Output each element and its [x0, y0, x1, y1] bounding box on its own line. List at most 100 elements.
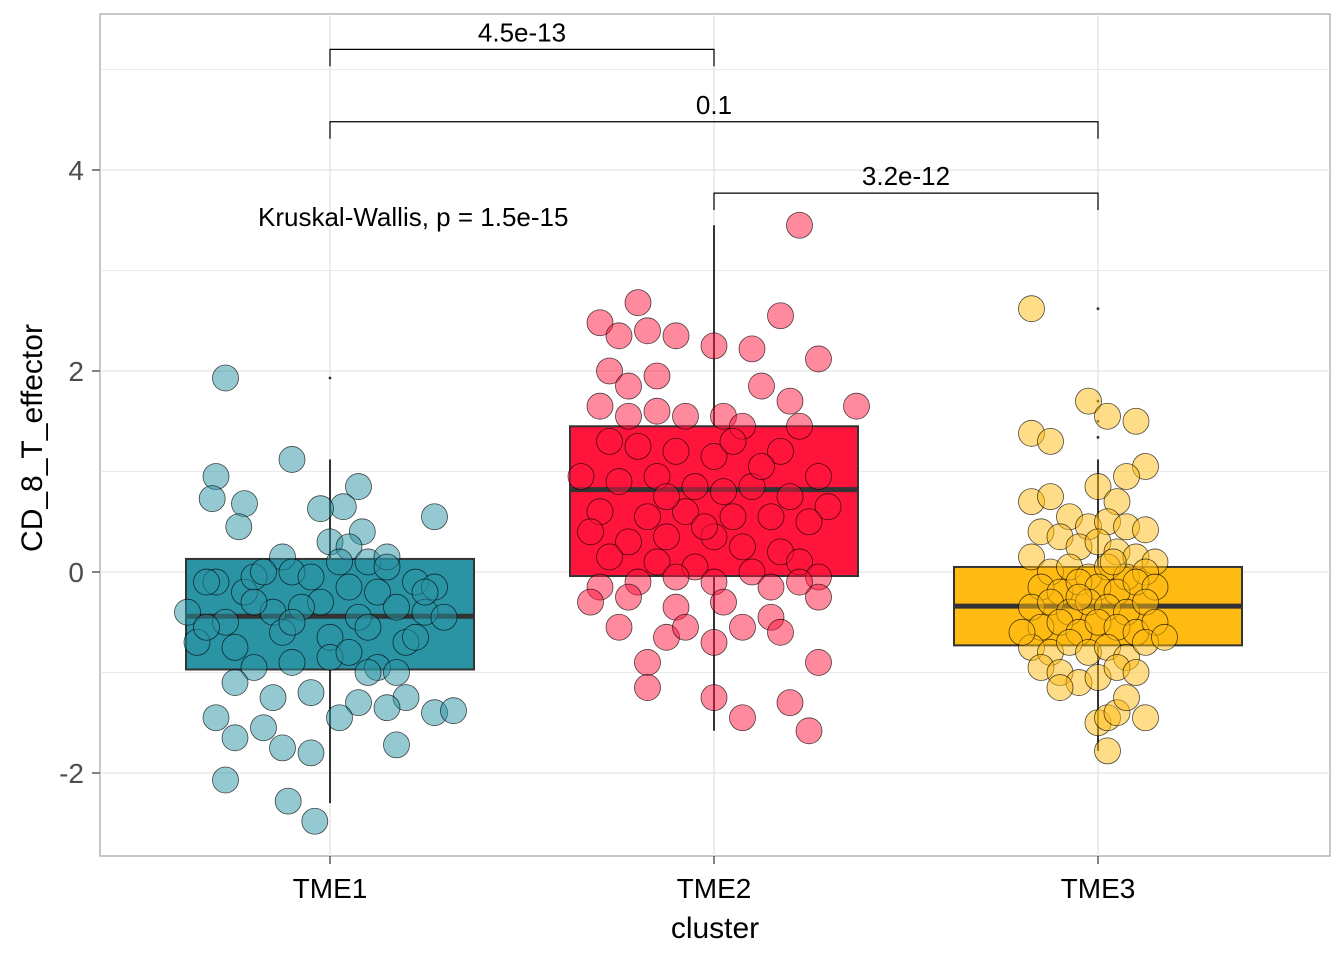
- comparison-bracket: [329, 121, 1099, 139]
- point-tme2: [710, 478, 737, 506]
- point-tme1: [278, 446, 306, 473]
- point-tme1: [430, 603, 458, 631]
- point-tme3: [1122, 659, 1150, 686]
- point-tme1: [198, 485, 226, 513]
- point-tme2: [605, 613, 633, 641]
- point-tme3: [1075, 387, 1102, 415]
- point-tme1: [193, 613, 220, 641]
- point-tme3: [1065, 583, 1093, 611]
- point-tme2: [615, 402, 642, 430]
- y-tick-label: -2: [59, 758, 84, 789]
- point-tme2: [653, 523, 680, 551]
- point-tme2: [738, 335, 766, 363]
- point-tme2: [662, 322, 690, 350]
- point-tme2: [643, 362, 671, 390]
- point-tme2: [634, 317, 661, 345]
- point-tme2: [662, 437, 690, 465]
- point-tme3: [1151, 623, 1178, 651]
- point-tme1: [221, 724, 249, 752]
- point-tme1: [373, 553, 401, 581]
- point-tme2: [586, 309, 614, 337]
- point-tme2: [672, 498, 699, 526]
- point-tme2: [710, 588, 737, 616]
- point-tme2: [605, 322, 633, 350]
- point-tme2: [719, 503, 747, 531]
- point-tme2: [738, 558, 766, 586]
- point-tme2: [757, 503, 785, 531]
- point-tme1: [307, 495, 334, 523]
- point-tme1: [269, 734, 296, 762]
- point-tme2: [748, 453, 775, 480]
- point-tme2: [719, 427, 747, 455]
- point-tme2: [767, 302, 794, 330]
- point-tme3: [1046, 674, 1074, 701]
- point-tme2: [577, 588, 604, 616]
- point-tme2: [776, 483, 804, 511]
- comparison-brackets: 4.5e-13 0.1 3.2e-12: [329, 17, 1099, 211]
- point-tme1: [345, 689, 372, 717]
- point-tme3: [1113, 463, 1140, 490]
- point-tme1: [231, 490, 258, 518]
- point-tme2: [700, 628, 728, 656]
- point-tme2: [776, 689, 804, 717]
- point-tme1: [259, 684, 287, 712]
- point-tme1: [240, 588, 268, 616]
- point-tme3: [1122, 407, 1150, 435]
- point-tme1: [354, 659, 382, 686]
- comparison-bracket: [329, 48, 715, 67]
- point-tme2: [843, 392, 870, 420]
- point-tme3: [1132, 704, 1159, 732]
- point-tme2: [672, 402, 699, 430]
- point-tme2: [814, 493, 842, 521]
- x-axis-ticks: TME1 TME2 TME3: [293, 856, 1136, 904]
- point-tme2: [615, 583, 642, 611]
- point-tme1: [274, 787, 302, 815]
- point-tme2: [748, 372, 775, 400]
- comparison-p-value: 3.2e-12: [862, 161, 950, 191]
- point-tme1: [221, 633, 249, 661]
- point-tme2: [776, 387, 804, 415]
- comparison-bracket: [713, 192, 1099, 211]
- point-tme2: [786, 211, 813, 239]
- point-tme1: [329, 493, 357, 521]
- point-tme3: [1018, 295, 1045, 323]
- point-tme1: [250, 558, 277, 586]
- point-tme2: [805, 583, 832, 611]
- point-tme2: [691, 513, 718, 541]
- point-tme2: [795, 508, 823, 536]
- point-tme1: [440, 697, 467, 725]
- point-tme1: [402, 623, 429, 651]
- point-tme1: [383, 593, 410, 621]
- point-tme1: [354, 613, 382, 641]
- point-tme2: [596, 543, 623, 571]
- point-tme1: [212, 766, 239, 794]
- y-tick-label: 0: [68, 557, 84, 588]
- point-tme2: [653, 483, 680, 511]
- kruskal-wallis-annotation: Kruskal-Wallis, p = 1.5e-15: [258, 202, 568, 232]
- point-tme2: [634, 503, 661, 531]
- point-tme2: [700, 684, 728, 712]
- point-tme2: [643, 397, 671, 425]
- point-tme2: [805, 649, 832, 676]
- point-tme2: [767, 437, 794, 465]
- point-tme2: [567, 463, 595, 490]
- y-axis-ticks: -2 0 2 4: [59, 155, 100, 789]
- point-tme2: [577, 518, 604, 546]
- point-tme1: [373, 694, 401, 722]
- point-tme1: [421, 503, 448, 531]
- point-tme2: [596, 427, 623, 455]
- x-tick-label: TME3: [1061, 873, 1136, 904]
- point-tme3: [1037, 483, 1064, 511]
- y-axis-title: CD_8_T_effector: [16, 324, 49, 552]
- point-tme1: [364, 578, 391, 606]
- point-tme1: [278, 649, 306, 676]
- point-tme2: [757, 573, 785, 601]
- point-tme3: [1084, 473, 1112, 500]
- point-tme2: [662, 563, 690, 591]
- point-tme1: [297, 563, 325, 591]
- point-tme1: [326, 548, 353, 576]
- data-points: [174, 211, 1178, 835]
- point-tme1: [193, 568, 220, 596]
- point-tme3: [1113, 684, 1140, 712]
